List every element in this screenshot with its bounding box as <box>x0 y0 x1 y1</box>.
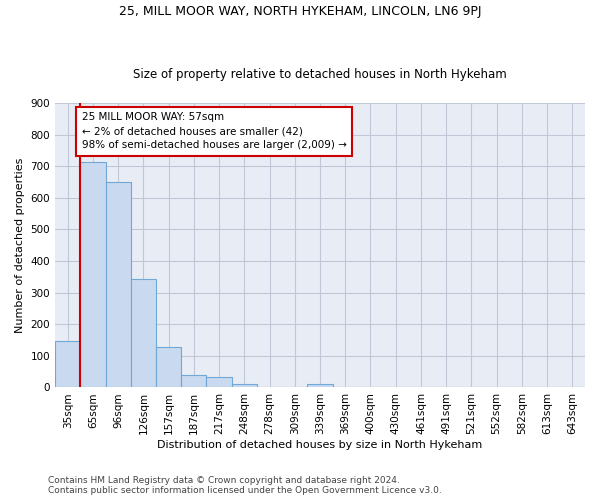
Bar <box>131 280 156 388</box>
Text: 25 MILL MOOR WAY: 57sqm
← 2% of detached houses are smaller (42)
98% of semi-det: 25 MILL MOOR WAY: 57sqm ← 2% of detached… <box>82 112 346 150</box>
Bar <box>55 340 80 388</box>
Bar <box>206 378 232 388</box>
Bar <box>156 347 181 388</box>
Bar <box>106 182 131 388</box>
Y-axis label: Number of detached properties: Number of detached properties <box>15 158 25 333</box>
Text: Contains HM Land Registry data © Crown copyright and database right 2024.
Contai: Contains HM Land Registry data © Crown c… <box>48 476 442 495</box>
Bar <box>307 384 332 388</box>
Bar <box>232 384 257 388</box>
Bar <box>181 375 206 388</box>
X-axis label: Distribution of detached houses by size in North Hykeham: Distribution of detached houses by size … <box>157 440 482 450</box>
Bar <box>80 162 106 388</box>
Title: Size of property relative to detached houses in North Hykeham: Size of property relative to detached ho… <box>133 68 507 81</box>
Text: 25, MILL MOOR WAY, NORTH HYKEHAM, LINCOLN, LN6 9PJ: 25, MILL MOOR WAY, NORTH HYKEHAM, LINCOL… <box>119 5 481 18</box>
